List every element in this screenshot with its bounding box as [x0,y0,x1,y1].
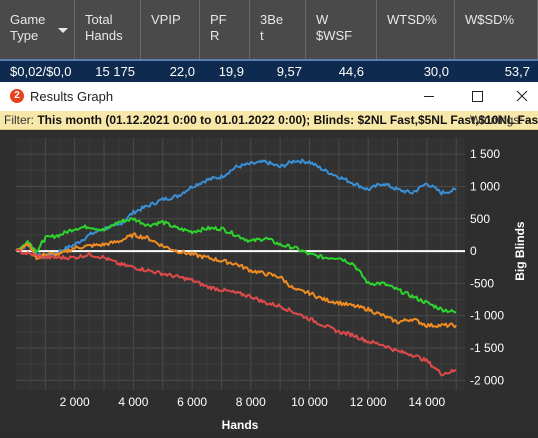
table-cell: 30,0 [423,64,449,79]
minimize-icon [424,96,434,97]
y-tick-label: 1 000 [470,179,500,193]
window-title: Results Graph [30,89,114,104]
column-header[interactable]: Game Type [0,0,75,59]
table-cell: 22,0 [169,64,195,79]
results-graph: 1 500 1 000 500 0 -500 -1 000 -1 500 -2 000 2 00… [0,130,538,433]
column-header[interactable]: 3Be t [250,0,306,59]
table-cell: 19,9 [218,64,244,79]
y-tick-label: 500 [470,212,490,226]
table-cell: 44,6 [338,64,364,79]
column-header-line: VPIP [151,12,181,27]
x-tick-label: 10 000 [291,395,328,409]
table-cell: 15 175 [95,64,135,79]
x-tick-label: 8 000 [236,395,266,409]
filter-label: Filter: [4,113,34,127]
maximize-icon [472,91,483,102]
column-header[interactable]: VPIP [141,0,200,59]
table-cell: $0,02/$0,0 [10,64,72,79]
column-header[interactable]: W $WSF [306,0,377,59]
column-header-line: PF [210,12,227,27]
results-graph-window: 2 Results Graph Filter: This month (01.1… [0,82,538,433]
x-tick-label: 6 000 [177,395,207,409]
column-header-line: W$SD% [465,12,515,27]
x-tick-label: 12 000 [350,395,387,409]
app-logo-icon: 2 [10,89,24,103]
title-bar[interactable]: 2 Results Graph [0,82,538,111]
minimize-button[interactable] [400,82,446,111]
y-tick-label: 1 500 [470,147,500,161]
column-header-line: Type [10,28,39,43]
column-header-line: t [260,28,264,43]
y-tick-label: 0 [470,244,477,258]
column-header-line: 3Be [260,12,284,27]
maximize-button[interactable] [446,82,492,111]
filter-bar[interactable]: Filter: This month (01.12.2021 0:00 to 0… [0,111,538,130]
sort-arrow-icon[interactable] [58,28,68,33]
stats-table-header: Game Type Total Hands VPIP PF R 3Be t W $WSF WTSD% W… [0,0,538,59]
column-header-line: W [316,12,329,27]
series-line [15,249,457,377]
close-icon [516,90,528,102]
column-header-line: Game [10,12,46,27]
winnings-label[interactable]: Winnings: - [470,113,531,127]
series-line [15,232,457,329]
x-axis-label: Hands [222,418,259,432]
x-tick-label: 4 000 [118,395,148,409]
y-axis-label: Big Blinds [513,221,527,281]
table-cell: 53,7 [504,64,530,79]
y-tick-label: -2 000 [470,373,504,387]
column-header-line: R [210,28,220,43]
column-header-line: Hands [85,28,123,43]
y-tick-label: -500 [470,276,494,290]
column-header[interactable]: Total Hands [75,0,141,59]
x-tick-label: 2 000 [60,395,90,409]
column-header-line: WTSD% [387,12,437,27]
results-chart: 1 500 1 000 500 0 -500 -1 000 -1 500 -2 000 2 00… [15,138,527,432]
column-header-line: Total [85,12,113,27]
y-tick-label: -1 500 [470,341,504,355]
y-tick-label: -1 000 [470,309,504,323]
column-header[interactable]: PF R [200,0,250,59]
filter-text: Filter: This month (01.12.2021 0:00 to 0… [4,111,538,129]
series-line [15,217,457,314]
x-tick-label: 14 000 [408,395,445,409]
close-button[interactable] [492,82,538,111]
series-line [15,158,457,260]
column-header[interactable]: W$SD% [455,0,538,59]
column-header[interactable]: WTSD% [377,0,455,59]
stats-table-row[interactable]: $0,02/$0,0 15 175 22,0 19,9 9,57 44,6 30,0 53,7 [0,59,538,82]
table-cell: 9,57 [276,64,302,79]
column-header-line: $WSF [316,28,353,43]
filter-value: This month (01.12.2021 0:00 to 01.01.202… [37,113,538,127]
